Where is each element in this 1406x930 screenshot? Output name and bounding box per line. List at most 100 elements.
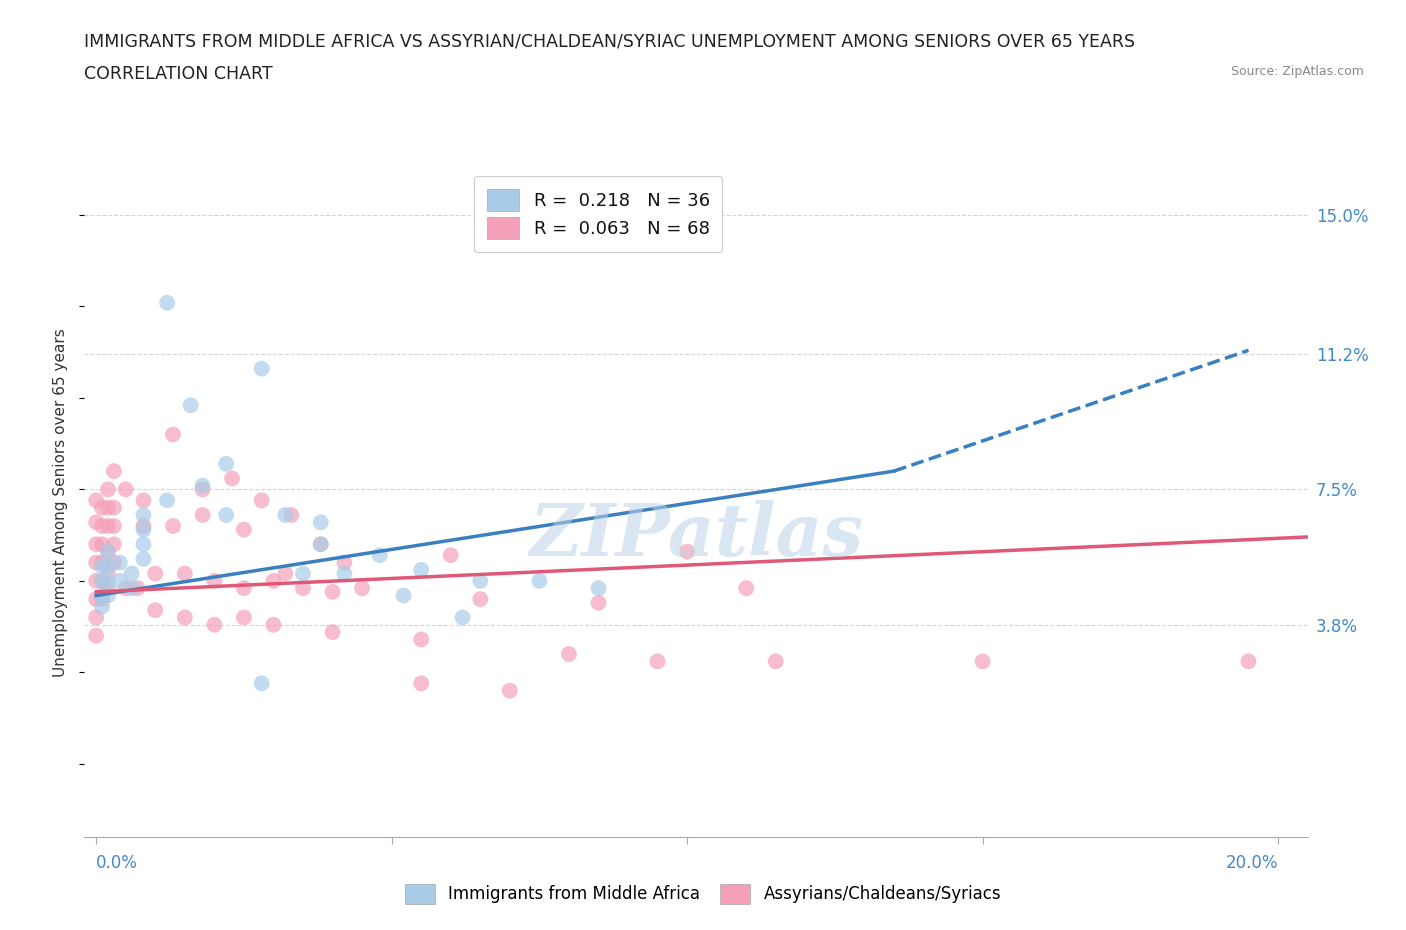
Point: [132, 519, 155, 534]
Point: [97, 482, 120, 497]
Point: [97, 574, 120, 589]
Point: [202, 618, 225, 632]
Point: [280, 508, 302, 523]
Point: [470, 591, 492, 606]
Point: [84, 591, 107, 606]
Point: [215, 457, 238, 472]
Y-axis label: Unemployment Among Seniors over 65 years: Unemployment Among Seniors over 65 years: [53, 328, 69, 677]
Point: [232, 523, 254, 538]
Point: [499, 684, 522, 698]
Point: [84, 610, 107, 625]
Point: [765, 654, 787, 669]
Point: [180, 398, 202, 413]
Point: [97, 559, 120, 574]
Text: 20.0%: 20.0%: [1226, 854, 1278, 871]
Point: [411, 676, 433, 691]
Point: [103, 500, 125, 515]
Point: [1237, 654, 1260, 669]
Point: [309, 515, 332, 530]
Point: [322, 625, 344, 640]
Point: [84, 555, 107, 570]
Point: [108, 555, 131, 570]
Point: [143, 603, 166, 618]
Point: [132, 551, 155, 566]
Point: [333, 555, 356, 570]
Point: [121, 566, 143, 581]
Point: [84, 493, 107, 508]
Point: [132, 537, 155, 551]
Point: [232, 610, 254, 625]
Point: [84, 629, 107, 644]
Point: [588, 580, 610, 595]
Point: [103, 537, 125, 551]
Point: [411, 632, 433, 647]
Point: [191, 482, 214, 497]
Point: [333, 566, 356, 581]
Point: [91, 574, 114, 589]
Point: [91, 519, 114, 534]
Point: [292, 580, 315, 595]
Point: [103, 464, 125, 479]
Point: [322, 584, 344, 599]
Point: [91, 555, 114, 570]
Point: [97, 544, 120, 559]
Point: [91, 559, 114, 574]
Point: [162, 519, 184, 534]
Point: [84, 537, 107, 551]
Point: [215, 508, 238, 523]
Point: [529, 574, 551, 589]
Text: CORRELATION CHART: CORRELATION CHART: [84, 65, 273, 83]
Point: [735, 580, 758, 595]
Point: [451, 610, 474, 625]
Point: [274, 508, 297, 523]
Text: IMMIGRANTS FROM MIDDLE AFRICA VS ASSYRIAN/CHALDEAN/SYRIAC UNEMPLOYMENT AMONG SEN: IMMIGRANTS FROM MIDDLE AFRICA VS ASSYRIA…: [84, 33, 1136, 50]
Point: [202, 574, 225, 589]
Point: [262, 618, 284, 632]
Point: [440, 548, 463, 563]
Point: [91, 591, 114, 606]
Point: [91, 588, 114, 603]
Point: [103, 519, 125, 534]
Text: Source: ZipAtlas.com: Source: ZipAtlas.com: [1230, 65, 1364, 78]
Point: [97, 500, 120, 515]
Point: [558, 646, 581, 661]
Point: [162, 427, 184, 442]
Point: [470, 574, 492, 589]
Point: [274, 566, 297, 581]
Point: [114, 482, 136, 497]
Point: [250, 361, 273, 376]
Point: [191, 508, 214, 523]
Point: [114, 580, 136, 595]
Point: [250, 676, 273, 691]
Point: [108, 574, 131, 589]
Point: [972, 654, 994, 669]
Point: [91, 599, 114, 614]
Point: [97, 580, 120, 595]
Point: [368, 548, 391, 563]
Point: [97, 519, 120, 534]
Point: [173, 610, 195, 625]
Point: [97, 566, 120, 581]
Point: [292, 566, 315, 581]
Point: [262, 574, 284, 589]
Text: 0.0%: 0.0%: [96, 854, 138, 871]
Point: [676, 544, 699, 559]
Point: [352, 580, 374, 595]
Point: [84, 574, 107, 589]
Point: [132, 523, 155, 538]
Point: [97, 588, 120, 603]
Point: [392, 588, 415, 603]
Point: [309, 537, 332, 551]
Point: [411, 563, 433, 578]
Point: [309, 537, 332, 551]
Text: ZIPatlas: ZIPatlas: [529, 500, 863, 571]
Point: [250, 493, 273, 508]
Legend: Immigrants from Middle Africa, Assyrians/Chaldeans/Syriacs: Immigrants from Middle Africa, Assyrians…: [396, 875, 1010, 912]
Point: [121, 580, 143, 595]
Point: [103, 555, 125, 570]
Point: [91, 537, 114, 551]
Point: [132, 493, 155, 508]
Point: [91, 574, 114, 589]
Point: [132, 508, 155, 523]
Legend: R =  0.218   N = 36, R =  0.063   N = 68: R = 0.218 N = 36, R = 0.063 N = 68: [474, 177, 723, 252]
